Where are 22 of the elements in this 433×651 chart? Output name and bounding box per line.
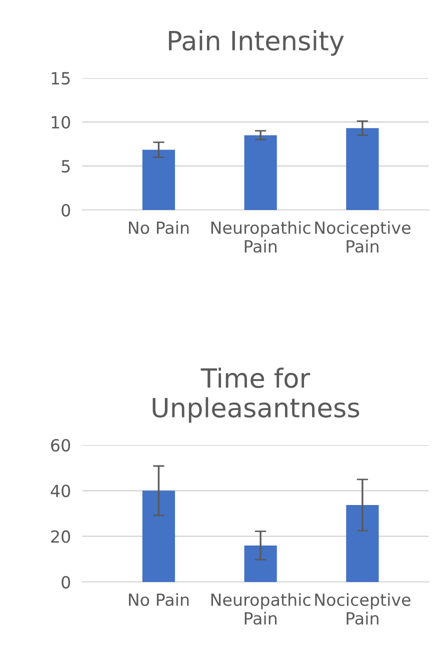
chart-title: Pain Intensity [168, 30, 344, 56]
y-tick-label: 0 [62, 576, 70, 589]
bar [142, 490, 175, 582]
y-tick-label: 40 [50, 484, 70, 498]
y-tick-label: 20 [51, 530, 70, 543]
bar [244, 135, 277, 210]
bar [244, 545, 277, 582]
x-tick-label: Nociceptive Pain [315, 593, 410, 625]
y-tick-label: 10 [52, 116, 70, 129]
x-tick-label: Neuropathic Pain [211, 221, 310, 253]
x-tick-label: Nociceptive Pain [315, 221, 410, 253]
bar [142, 150, 175, 210]
y-tick-label: 5 [62, 160, 70, 173]
x-tick-label: No Pain [128, 221, 189, 234]
bar [346, 128, 379, 210]
chart-title: Time for Unpleasantness [152, 368, 360, 423]
y-tick-label: 60 [51, 438, 70, 452]
x-tick-label: No Pain [128, 593, 189, 606]
y-tick-label: 0 [62, 204, 70, 217]
x-tick-label: Neuropathic Pain [211, 593, 310, 625]
bar [346, 505, 379, 582]
y-tick-label: 15 [52, 72, 70, 85]
